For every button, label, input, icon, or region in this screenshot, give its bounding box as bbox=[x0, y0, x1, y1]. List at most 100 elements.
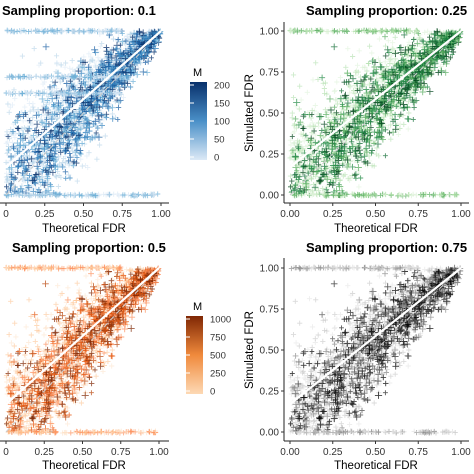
scatter-point bbox=[344, 156, 351, 164]
scatter-point bbox=[72, 148, 80, 156]
scatter-point bbox=[93, 130, 99, 136]
scatter-point bbox=[116, 80, 122, 86]
scatter-point bbox=[82, 141, 88, 147]
scatter-point bbox=[339, 88, 344, 94]
scatter-point bbox=[402, 65, 409, 71]
scatter-point bbox=[14, 147, 22, 155]
scatter-point bbox=[75, 132, 82, 139]
scatter-point bbox=[52, 143, 59, 150]
scatter-point bbox=[385, 82, 391, 88]
scatter-point bbox=[395, 131, 401, 137]
scatter-point bbox=[288, 184, 294, 190]
scatter-point bbox=[35, 124, 41, 130]
scatter-point bbox=[88, 192, 94, 198]
scatter-point bbox=[133, 71, 141, 78]
scatter-point bbox=[36, 176, 43, 183]
scatter-point bbox=[67, 150, 73, 156]
scatter-point bbox=[357, 150, 363, 156]
scatter-point bbox=[55, 128, 62, 135]
scatter-point bbox=[110, 36, 116, 42]
scatter-point bbox=[387, 130, 392, 136]
scatter-point bbox=[300, 180, 306, 186]
scatter-point bbox=[294, 143, 302, 151]
scatter-point bbox=[119, 52, 126, 60]
scatter-point bbox=[51, 102, 58, 109]
scatter-point bbox=[336, 128, 343, 134]
scatter-point bbox=[358, 175, 364, 181]
scatter-point bbox=[382, 43, 389, 49]
scatter-point bbox=[334, 79, 340, 85]
scatter-point bbox=[10, 128, 16, 135]
scatter-point bbox=[66, 157, 73, 163]
scatter-point bbox=[330, 180, 337, 186]
scatter-point bbox=[39, 169, 45, 175]
scatter-point bbox=[414, 40, 421, 47]
scatter-point bbox=[332, 88, 338, 94]
scatter-point bbox=[337, 95, 345, 103]
scatter-point bbox=[337, 111, 345, 118]
scatter-point bbox=[15, 162, 22, 169]
scatter-point bbox=[341, 127, 347, 133]
scatter-point bbox=[371, 163, 377, 169]
scatter-point bbox=[114, 57, 120, 63]
scatter-point bbox=[79, 140, 85, 147]
scatter-point bbox=[5, 101, 11, 107]
scatter-point bbox=[316, 150, 322, 156]
scatter-point bbox=[308, 153, 314, 160]
scatter-point bbox=[367, 132, 374, 139]
scatter-point bbox=[16, 157, 23, 164]
scatter-point bbox=[422, 29, 428, 35]
scatter-point bbox=[333, 97, 339, 103]
scatter-point bbox=[401, 46, 409, 54]
scatter-point bbox=[334, 101, 340, 107]
scatter-point bbox=[5, 150, 11, 156]
scatter-point bbox=[93, 63, 99, 69]
scatter-point bbox=[48, 27, 54, 33]
scatter-point bbox=[29, 177, 36, 184]
scatter-point bbox=[56, 140, 63, 147]
scatter-point bbox=[30, 132, 37, 139]
scatter-point bbox=[77, 147, 84, 154]
scatter-point bbox=[365, 117, 372, 125]
scatter-point bbox=[301, 186, 308, 194]
scatter-point bbox=[287, 173, 294, 179]
scatter-point bbox=[321, 171, 327, 178]
scatter-point bbox=[62, 64, 68, 70]
scatter-point bbox=[67, 153, 74, 161]
scatter-point bbox=[293, 98, 301, 106]
scatter-point bbox=[31, 177, 37, 183]
scatter-point bbox=[344, 69, 351, 77]
scatter-point bbox=[323, 139, 329, 146]
scatter-point bbox=[77, 110, 83, 116]
scatter-point bbox=[77, 150, 83, 156]
scatter-point bbox=[60, 96, 66, 102]
scatter-point bbox=[17, 186, 25, 194]
scatter-point bbox=[112, 27, 118, 33]
scatter-point bbox=[75, 118, 83, 126]
scatter-point bbox=[38, 95, 46, 103]
scatter-point bbox=[87, 136, 94, 143]
scatter-point bbox=[301, 157, 308, 164]
scatter-point bbox=[12, 167, 18, 173]
scatter-point bbox=[8, 29, 14, 35]
scatter-point bbox=[40, 29, 46, 35]
scatter-point bbox=[362, 81, 368, 88]
scatter-point bbox=[335, 148, 342, 155]
scatter-point bbox=[43, 174, 49, 181]
scatter-point bbox=[333, 118, 339, 124]
scatter-point bbox=[107, 90, 113, 96]
scatter-point bbox=[374, 145, 380, 151]
scatter-point bbox=[456, 34, 463, 41]
scatter-point bbox=[118, 74, 124, 80]
scatter-point bbox=[120, 95, 126, 101]
scatter-point bbox=[392, 50, 399, 57]
scatter-point bbox=[32, 191, 38, 197]
scatter-point bbox=[64, 133, 72, 141]
scatter-point bbox=[43, 28, 49, 34]
scatter-point bbox=[390, 40, 396, 46]
scatter-point bbox=[300, 162, 307, 169]
scatter-point bbox=[78, 156, 84, 162]
scatter-point bbox=[313, 159, 319, 165]
scatter-point bbox=[329, 126, 336, 133]
